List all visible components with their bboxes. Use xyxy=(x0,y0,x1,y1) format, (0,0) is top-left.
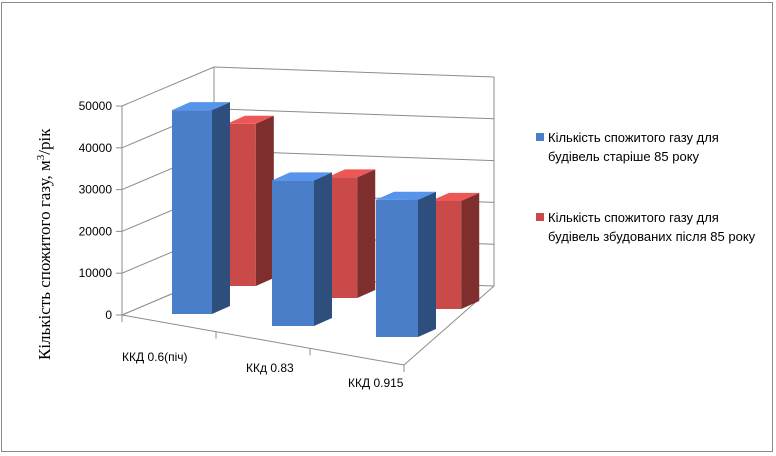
y-tick-label: 10000 xyxy=(79,266,113,280)
bar-series2-1-top xyxy=(327,169,376,178)
bar-series2-2-front xyxy=(431,200,462,309)
bar-series1-1-front xyxy=(272,180,314,326)
bar-series2-2-top xyxy=(431,192,480,201)
bar-series1-1 xyxy=(272,172,332,326)
legend-item-old: Кількість спожитого газу для будівель ст… xyxy=(536,128,768,166)
bar-series2-0 xyxy=(227,115,274,286)
bar-series1-2 xyxy=(376,191,436,337)
bar-series1-0-top xyxy=(172,102,230,111)
gridline-back xyxy=(213,66,495,78)
y-axis-label: Кількість спожитого газу, м3/рік xyxy=(35,128,54,360)
y-tick-label: 30000 xyxy=(79,183,113,197)
bar-series1-1-side xyxy=(314,172,332,326)
x-category-label: ККД 0.915 xyxy=(348,376,404,390)
legend-swatch-new xyxy=(536,213,544,221)
legend-item-new: Кількість спожитого газу для будівель зб… xyxy=(536,208,768,246)
gridline-back xyxy=(213,108,495,120)
y-tick-label: 20000 xyxy=(79,224,113,238)
bar-series1-1-top xyxy=(272,172,332,181)
bar-series2-2 xyxy=(431,192,480,309)
bar-series2-0-front xyxy=(227,123,256,286)
bar-series2-1-front xyxy=(327,177,358,298)
bar-series2-0-top xyxy=(227,115,274,124)
label-layer: 0 10000 20000 30000 40000 50000 ККД 0.6(піч) КК… xyxy=(79,99,404,390)
bar-series1-0-side xyxy=(212,102,230,314)
bar-series2-1-side xyxy=(357,169,376,298)
bars-layer xyxy=(172,102,480,337)
legend-label-new: Кількість спожитого газу для будівель зб… xyxy=(548,210,756,244)
y-tick-label: 40000 xyxy=(79,141,113,155)
legend-label-old: Кількість спожитого газу для будівель ст… xyxy=(548,130,719,164)
bar-series1-0-front xyxy=(172,110,212,314)
floor-front-edge xyxy=(121,314,405,366)
x-category-label: ККД 0.6(піч) xyxy=(122,350,188,364)
bar-series1-2-front xyxy=(376,199,418,337)
bar-series2-2-side xyxy=(461,192,480,309)
y-tick-label: 50000 xyxy=(79,99,113,113)
bar-series1-2-side xyxy=(418,191,436,337)
bar-series1-2-top xyxy=(376,191,436,200)
gridline-side xyxy=(121,66,215,107)
bar-series1-0 xyxy=(172,102,230,314)
bar-series2-1 xyxy=(327,169,376,298)
bar-series2-0-side xyxy=(255,115,274,286)
y-tick-label: 0 xyxy=(105,308,112,322)
legend-swatch-old xyxy=(536,133,544,141)
x-category-label: ККд 0.83 xyxy=(246,361,294,375)
